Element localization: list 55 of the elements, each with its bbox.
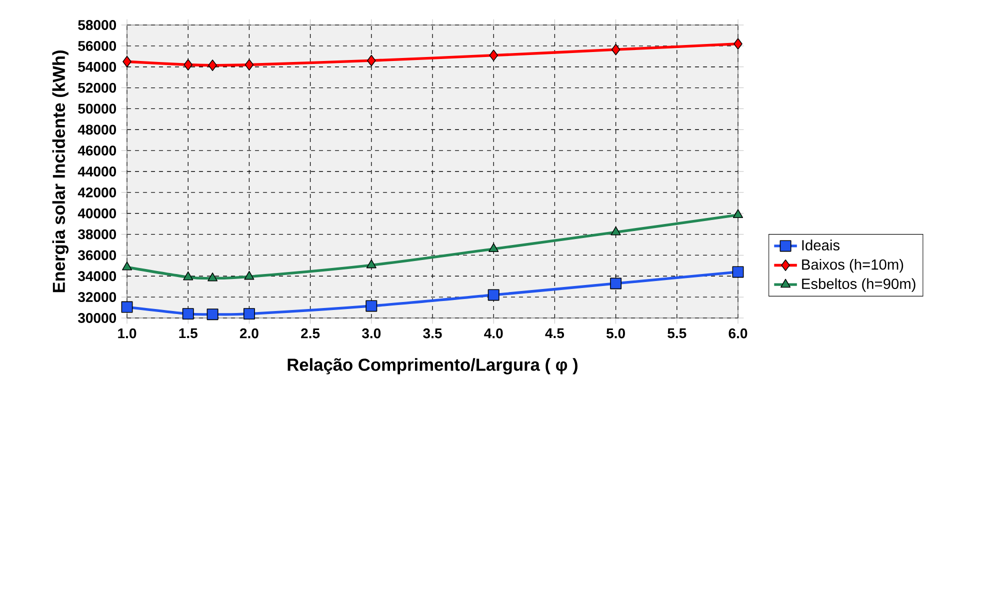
y-tick-label: 58000	[78, 20, 116, 30]
legend-label: Baixos (h=10m)	[802, 258, 904, 273]
x-tick-label: 1.5	[179, 328, 198, 338]
y-tick-label: 44000	[78, 166, 116, 176]
y-tick-label: 36000	[78, 250, 116, 260]
x-tick-label: 6.0	[728, 328, 748, 338]
point	[208, 272, 218, 282]
point	[489, 50, 498, 62]
point	[610, 278, 622, 290]
x-tick-label: 3.0	[362, 328, 381, 338]
y-tick-label: 34000	[78, 271, 116, 282]
point	[611, 44, 620, 56]
point	[184, 59, 193, 70]
point	[732, 266, 744, 278]
x-tick-label: 1.0	[118, 328, 136, 338]
point	[366, 300, 378, 312]
y-tick-label: 32000	[78, 292, 116, 302]
point	[208, 60, 217, 72]
x-tick-label: 3.5	[423, 328, 442, 338]
y-tick-label: 50000	[78, 104, 116, 114]
point	[734, 38, 742, 50]
y-tick-label: 38000	[78, 229, 116, 240]
y-tick-label: 48000	[78, 124, 116, 135]
point	[206, 308, 218, 320]
point	[488, 243, 499, 252]
point	[243, 308, 255, 320]
point	[122, 56, 132, 68]
x-axis-title: Relação Comprimento/Largura ( φ )	[288, 358, 578, 374]
y-tick-label: 56000	[78, 40, 116, 51]
point	[122, 262, 132, 270]
point	[182, 308, 194, 320]
legend-label: Ideais	[802, 240, 840, 250]
legend-label: Esbeltos (h=90m)	[802, 278, 916, 292]
x-tick-label: 4.5	[545, 328, 564, 338]
point	[244, 59, 254, 70]
y-tick-label: 42000	[78, 187, 116, 198]
point	[488, 289, 500, 301]
point	[367, 54, 376, 66]
y-tick-label: 52000	[78, 82, 116, 93]
x-tick-label: 2.0	[240, 328, 258, 338]
x-tick-label: 2.5	[301, 328, 320, 338]
point	[121, 301, 133, 313]
y-tick-label: 40000	[78, 208, 116, 218]
y-axis-title: Energia solar Incidente (kWh)	[52, 50, 69, 292]
point	[610, 226, 621, 236]
y-tick-label: 54000	[78, 62, 116, 72]
x-tick-label: 5.0	[606, 328, 625, 338]
y-tick-label: 30000	[78, 313, 116, 323]
y-tick-label: 46000	[78, 146, 116, 156]
point	[732, 209, 744, 218]
point	[183, 271, 194, 280]
point	[244, 270, 254, 280]
x-tick-label: 5.5	[668, 328, 686, 338]
x-tick-label: 4.0	[484, 328, 503, 338]
point	[366, 259, 376, 268]
